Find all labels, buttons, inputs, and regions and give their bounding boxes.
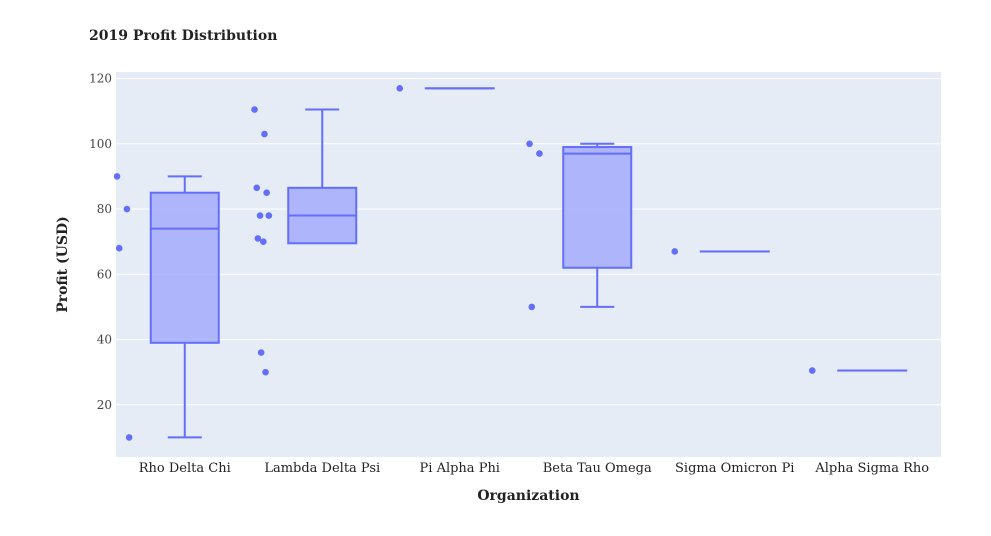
- data-point: [251, 106, 258, 113]
- data-point: [265, 212, 273, 219]
- data-point: [536, 150, 543, 157]
- data-point: [808, 367, 816, 374]
- data-point: [256, 212, 264, 219]
- y-tick-label: 80: [97, 202, 112, 216]
- y-tick-label: 100: [89, 137, 112, 151]
- y-tick-label: 120: [89, 72, 112, 86]
- data-point: [254, 235, 262, 242]
- data-point: [123, 205, 131, 213]
- data-point: [526, 140, 533, 148]
- data-point: [260, 238, 267, 245]
- plot-area: [116, 72, 941, 457]
- y-axis-title: Profit (USD): [55, 216, 71, 312]
- data-point: [671, 248, 679, 255]
- data-point: [396, 85, 404, 92]
- data-point: [261, 130, 268, 138]
- x-tick-label: Lambda Delta Psi: [264, 461, 380, 476]
- data-point: [528, 303, 536, 311]
- chart-title: 2019 Profit Distribution: [89, 28, 278, 44]
- data-point: [257, 349, 265, 356]
- x-tick-label: Pi Alpha Phi: [420, 461, 500, 476]
- x-tick-label: Beta Tau Omega: [543, 461, 652, 476]
- y-tick-label: 40: [97, 333, 112, 347]
- x-tick-label: Rho Delta Chi: [139, 461, 231, 476]
- x-axis-title: Organization: [477, 488, 579, 504]
- y-tick-label: 60: [97, 267, 112, 281]
- x-tick-label: Alpha Sigma Rho: [814, 461, 929, 476]
- data-point: [262, 368, 269, 376]
- y-tick-label: 20: [97, 398, 112, 412]
- box-iqr: [149, 191, 220, 344]
- data-point: [113, 173, 121, 180]
- data-point: [115, 244, 123, 252]
- data-point: [253, 184, 261, 192]
- box-iqr: [562, 146, 633, 269]
- data-point: [263, 189, 270, 197]
- x-tick-label: Sigma Omicron Pi: [675, 461, 794, 476]
- data-point: [125, 434, 133, 441]
